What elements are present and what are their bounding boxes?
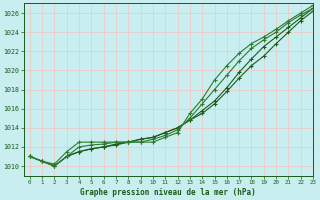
X-axis label: Graphe pression niveau de la mer (hPa): Graphe pression niveau de la mer (hPa) — [80, 188, 256, 197]
